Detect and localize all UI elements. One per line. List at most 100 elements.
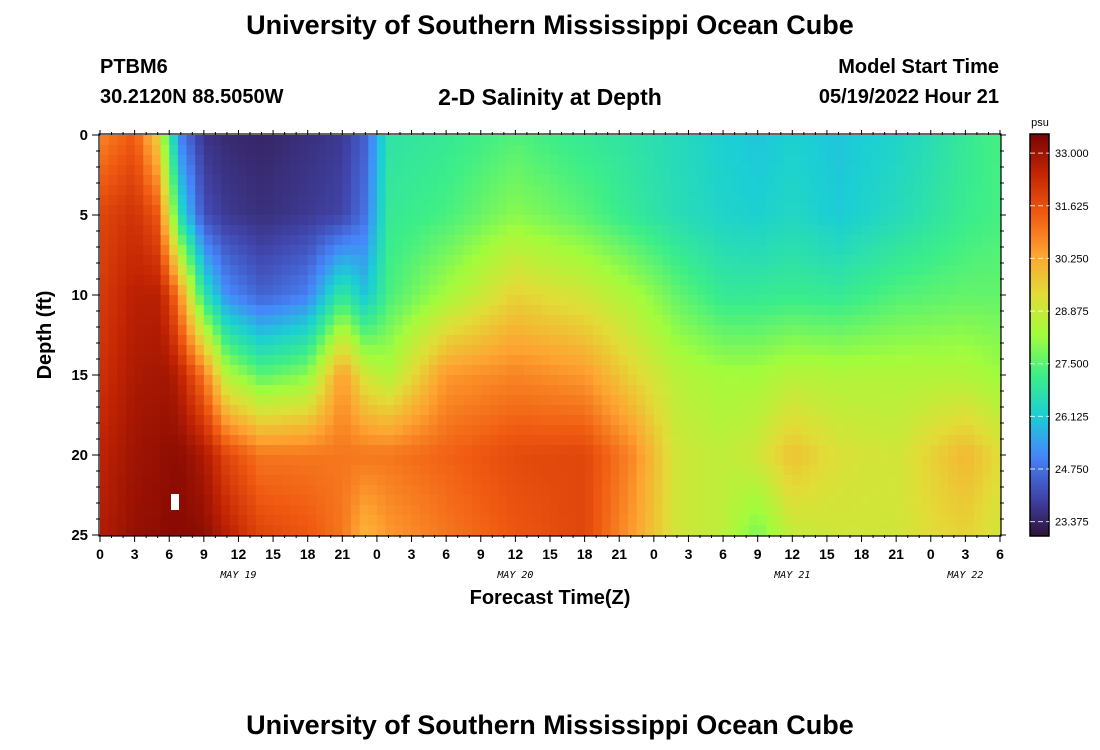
heatmap-cell [151,265,162,276]
heatmap-cell [368,325,378,336]
heatmap-cell [506,495,516,506]
heatmap-cell [506,405,516,416]
heatmap-cell [273,485,283,496]
heatmap-cell [480,455,491,466]
heatmap-cell [896,475,906,486]
heatmap-cell [125,505,136,516]
heatmap-cell [731,485,741,496]
heatmap-cell [982,325,992,336]
heatmap-cell [749,265,759,276]
heatmap-cell [835,375,845,386]
heatmap-cell [705,345,716,356]
heatmap-cell [117,225,127,236]
heatmap-cell [385,295,395,306]
heatmap-cell [160,215,170,226]
heatmap-cell [662,295,672,306]
heatmap-cell [922,195,932,206]
heatmap-cell [281,305,291,316]
heatmap-cell [705,365,716,376]
heatmap-cell [195,405,205,416]
heatmap-cell [100,445,110,456]
heatmap-cell [749,375,759,386]
heatmap-cell [350,195,361,206]
heatmap-cell [671,275,681,286]
heatmap-cell [307,485,317,496]
heatmap-cell [593,225,603,236]
heatmap-cell [541,525,551,536]
heatmap-cell [922,455,932,466]
heatmap-cell [939,225,949,236]
heatmap-cell [368,195,378,206]
heatmap-cell [982,395,992,406]
heatmap-cell [402,455,413,466]
heatmap-cell [575,175,586,186]
heatmap-cell [255,435,266,446]
heatmap-cell [991,295,1001,306]
heatmap-cell [800,365,811,376]
heatmap-cell [247,205,257,216]
heatmap-cell [299,195,309,206]
heatmap-cell [844,435,854,446]
heatmap-cell [852,435,863,446]
heatmap-cell [792,385,802,396]
heatmap-cell [835,425,845,436]
heatmap-cell [844,495,854,506]
heatmap-cell [100,295,110,306]
heatmap-cell [852,235,863,246]
heatmap-cell [498,465,508,476]
heatmap-cell [939,355,949,366]
heatmap-cell [472,455,482,466]
heatmap-cell [662,155,672,166]
heatmap-cell [982,525,992,536]
heatmap-cell [186,135,196,146]
heatmap-cell [160,345,170,356]
heatmap-cell [792,285,802,296]
heatmap-cell [679,485,690,496]
heatmap-cell [117,405,127,416]
heatmap-cell [446,195,456,206]
heatmap-cell [203,315,214,326]
heatmap-cell [826,335,837,346]
heatmap-cell [255,235,266,246]
heatmap-cell [281,475,291,486]
heatmap-cell [904,425,915,436]
heatmap-cell [498,445,508,456]
heatmap-cell [809,365,819,376]
heatmap-cell [740,505,750,516]
heatmap-cell [325,455,335,466]
heatmap-cell [948,495,958,506]
heatmap-cell [169,145,179,156]
heatmap-cell [134,345,144,356]
heatmap-cell [169,175,179,186]
heatmap-cell [956,275,966,286]
heatmap-cell [117,325,127,336]
heatmap-cell [229,355,240,366]
heatmap-cell [948,325,958,336]
heatmap-cell [437,515,447,526]
date-label: MAY 19 [219,570,256,581]
heatmap-cell [766,175,776,186]
heatmap-cell [125,415,136,426]
heatmap-cell [454,525,465,536]
heatmap-cell [593,335,603,346]
heatmap-cell [169,455,179,466]
heatmap-cell [558,525,568,536]
heatmap-cell [991,515,1001,526]
x-tick-label: 15 [542,546,558,562]
heatmap-cell [939,495,949,506]
heatmap-cell [177,465,188,476]
heatmap-cell [662,415,672,426]
heatmap-cell [697,225,707,236]
heatmap-cell [368,425,378,436]
heatmap-cell [169,245,179,256]
heatmap-cell [593,425,603,436]
heatmap-cell [757,165,767,176]
heatmap-cell [645,245,655,256]
heatmap-cell [653,525,664,536]
heatmap-cell [151,495,162,506]
heatmap-cell [264,365,274,376]
heatmap-cell [515,315,525,326]
heatmap-cell [610,135,620,146]
heatmap-cell [601,135,612,146]
heatmap-cell [264,135,274,146]
